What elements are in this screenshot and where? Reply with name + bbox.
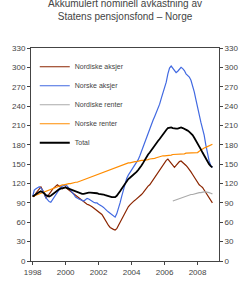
svg-text:2008: 2008 — [189, 268, 207, 277]
svg-text:Nordiske renter: Nordiske renter — [75, 101, 124, 108]
svg-text:300: 300 — [12, 63, 26, 72]
svg-text:210: 210 — [12, 121, 26, 130]
svg-text:2002: 2002 — [90, 268, 108, 277]
svg-text:210: 210 — [225, 121, 239, 130]
svg-text:60: 60 — [16, 218, 25, 227]
svg-text:2000: 2000 — [57, 268, 75, 277]
svg-text:1998: 1998 — [24, 268, 42, 277]
svg-text:Norske aksjer: Norske aksjer — [75, 82, 118, 90]
svg-text:30: 30 — [225, 237, 234, 246]
svg-text:90: 90 — [16, 199, 25, 208]
svg-text:0: 0 — [21, 257, 26, 266]
svg-text:270: 270 — [12, 83, 26, 92]
svg-text:180: 180 — [225, 141, 239, 150]
svg-text:300: 300 — [225, 63, 239, 72]
svg-text:270: 270 — [225, 83, 239, 92]
svg-text:150: 150 — [12, 160, 26, 169]
svg-text:180: 180 — [12, 141, 26, 150]
svg-text:120: 120 — [225, 179, 239, 188]
svg-text:90: 90 — [225, 199, 234, 208]
svg-text:240: 240 — [225, 102, 239, 111]
svg-text:330: 330 — [12, 44, 26, 53]
svg-text:Nordiske aksjer: Nordiske aksjer — [75, 63, 124, 71]
svg-text:120: 120 — [12, 179, 26, 188]
svg-text:2006: 2006 — [156, 268, 174, 277]
svg-text:Total: Total — [75, 139, 90, 146]
svg-text:30: 30 — [16, 237, 25, 246]
svg-text:150: 150 — [225, 160, 239, 169]
svg-text:330: 330 — [225, 44, 239, 53]
svg-text:240: 240 — [12, 102, 26, 111]
svg-text:Akkumulert nominell avkastning: Akkumulert nominell avkastning avStatens… — [48, 0, 202, 22]
svg-text:0: 0 — [225, 257, 230, 266]
svg-text:2004: 2004 — [123, 268, 141, 277]
svg-text:60: 60 — [225, 218, 234, 227]
svg-text:Norske renter: Norske renter — [75, 120, 118, 127]
